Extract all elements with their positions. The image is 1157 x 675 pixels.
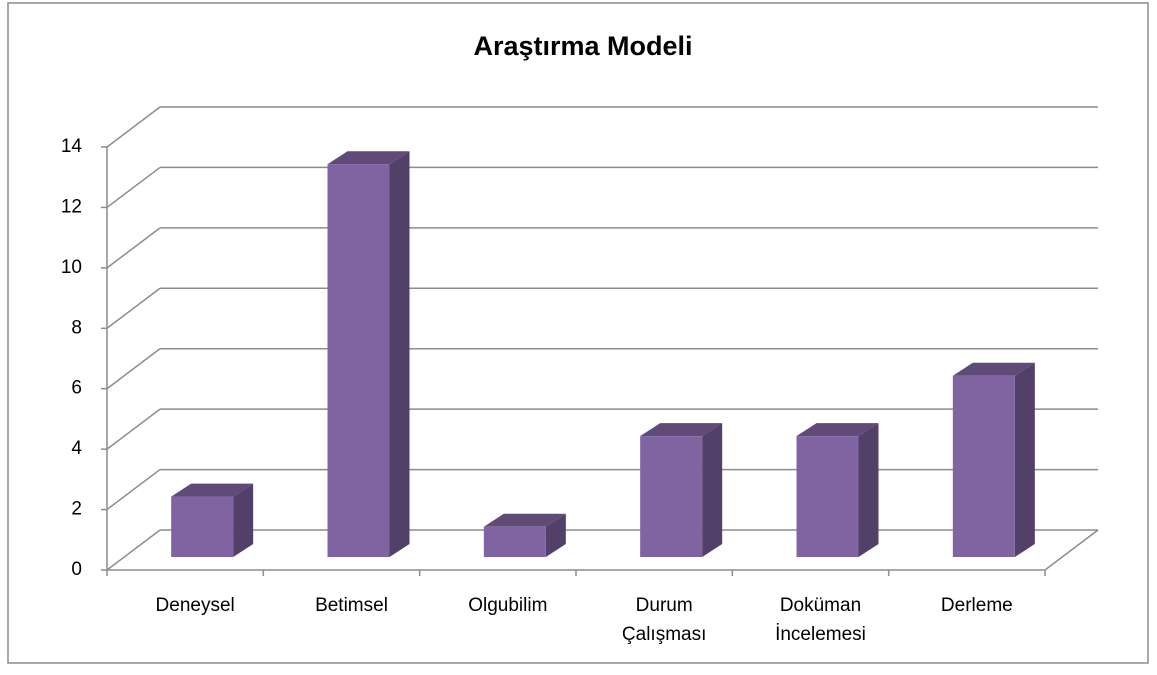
bar-top (327, 151, 410, 165)
bar (640, 436, 703, 557)
grid-line (106, 227, 161, 269)
bar-top (640, 423, 723, 437)
y-tick-label: 12 (61, 196, 82, 217)
x-tick-label: Durum Çalışması (622, 595, 706, 645)
grid-line (106, 408, 161, 450)
grid-line (106, 468, 161, 511)
bar (171, 496, 234, 557)
y-tick-label: 4 (71, 438, 82, 459)
y-tick-label: 10 (61, 257, 82, 278)
y-tick-label: 14 (61, 136, 83, 157)
bar (327, 164, 390, 557)
bar-side (545, 513, 566, 557)
bar-side (233, 483, 254, 557)
bar-top (483, 513, 566, 527)
bar (796, 436, 859, 557)
x-tick-label: Betimsel (315, 595, 388, 616)
bar (483, 526, 546, 557)
bar-top (952, 362, 1035, 376)
bar-top (171, 483, 254, 497)
y-tick-label: 0 (71, 559, 82, 580)
y-tick-label: 2 (71, 499, 82, 520)
x-tick-label: Deneysel (156, 595, 235, 616)
y-tick-label: 8 (71, 317, 82, 338)
grid-line (106, 287, 161, 329)
bar-side (702, 423, 723, 557)
x-tick-label: Olgubilim (468, 595, 547, 616)
bar-side (1014, 362, 1035, 557)
bar-side (858, 423, 879, 557)
bar-top (796, 423, 879, 437)
x-tick-label: Derleme (941, 595, 1013, 616)
y-tick-label: 6 (71, 378, 82, 399)
x-tick-label: Doküman İncelemesi (775, 595, 866, 645)
bar (952, 375, 1015, 557)
chart-border (7, 2, 1149, 664)
grid-line (106, 348, 161, 390)
chart-title: Araştırma Modeli (473, 31, 692, 61)
grid-line (106, 529, 161, 571)
grid-line (106, 166, 161, 209)
grid-line (106, 106, 161, 148)
bar-side (389, 151, 410, 557)
